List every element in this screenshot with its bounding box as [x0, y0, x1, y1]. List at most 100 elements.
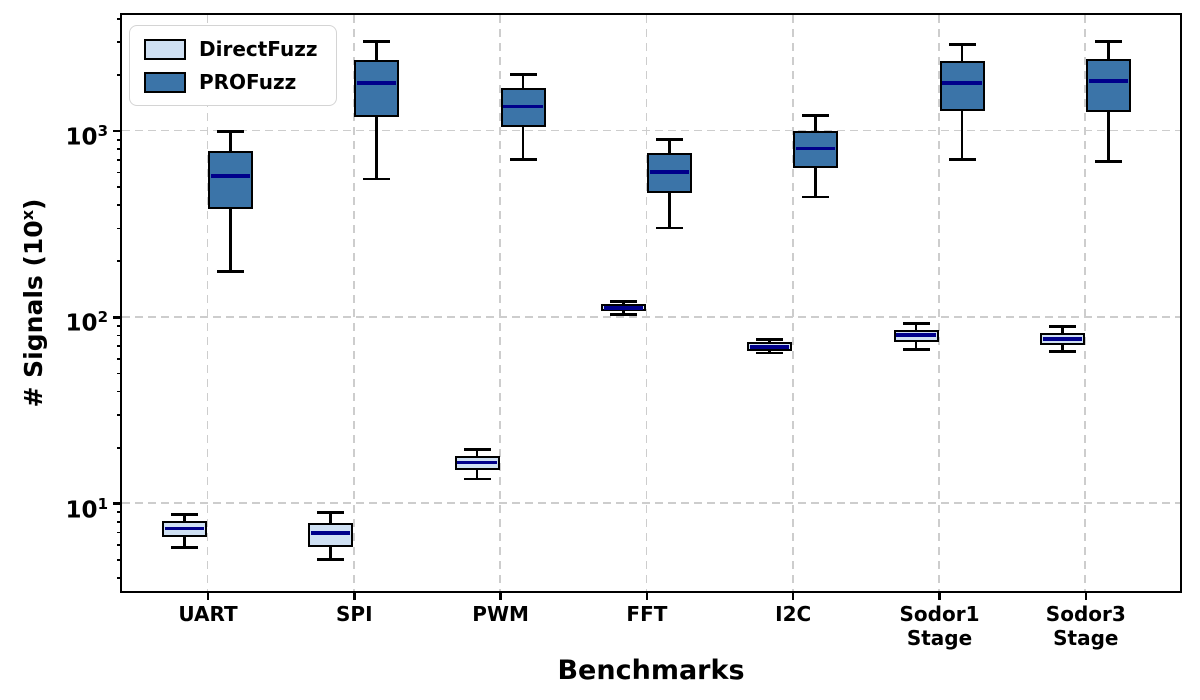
- whisker-lower-directfuzz-sodor3-stage: [1060, 344, 1064, 352]
- whisker-upper-profuzz-uart: [229, 131, 232, 151]
- whisker-cap-lower-profuzz-i2c: [802, 195, 830, 199]
- whisker-lower-directfuzz-spi: [329, 547, 333, 560]
- median-line-profuzz-i2c: [796, 146, 836, 151]
- y-axis-label-suffix: ): [19, 198, 49, 210]
- y-minor-tick: [116, 446, 122, 449]
- x-tick-label-line: Sodor1: [899, 602, 980, 626]
- whisker-lower-profuzz-sodor1-stage: [960, 111, 964, 160]
- whisker-cap-lower-directfuzz-sodor1-stage: [902, 347, 930, 351]
- whisker-cap-lower-profuzz-pwm: [509, 158, 537, 161]
- median-line-profuzz-sodor1-stage: [942, 81, 982, 85]
- y-minor-tick: [116, 260, 122, 263]
- y-minor-tick: [116, 576, 122, 579]
- whisker-lower-directfuzz-fft: [622, 311, 625, 315]
- x-gridline: [499, 14, 501, 591]
- y-tick-exponent: 1: [97, 494, 108, 513]
- whisker-lower-directfuzz-pwm: [475, 470, 479, 479]
- y-minor-tick: [116, 74, 122, 76]
- x-tick: [499, 593, 502, 600]
- x-tick-label-line: Sodor3: [1045, 602, 1126, 626]
- x-axis-label: Benchmarks: [557, 655, 745, 686]
- whisker-lower-directfuzz-sodor1-stage: [914, 342, 918, 350]
- median-line-profuzz-fft: [649, 170, 690, 174]
- y-minor-tick: [116, 227, 122, 230]
- y-tick-base: 10: [65, 497, 98, 524]
- whisker-upper-directfuzz-pwm: [475, 449, 479, 456]
- whisker-cap-upper-directfuzz-spi: [317, 511, 345, 515]
- median-line-directfuzz-uart: [164, 526, 205, 531]
- whisker-cap-lower-directfuzz-sodor3-stage: [1048, 350, 1076, 354]
- x-tick-label-line: SPI: [336, 602, 373, 626]
- legend: DirectFuzz PROFuzz: [129, 25, 337, 106]
- legend-swatch-profuzz: [144, 71, 186, 93]
- whisker-lower-profuzz-spi: [375, 117, 379, 179]
- whisker-cap-lower-directfuzz-fft: [609, 313, 637, 316]
- y-minor-tick: [116, 148, 122, 151]
- x-tick-label-pwm: PWM: [426, 602, 576, 626]
- y-tick-exponent: 3: [97, 122, 108, 141]
- whisker-cap-lower-directfuzz-spi: [317, 557, 345, 561]
- x-tick-label-i2c: I2C: [718, 602, 868, 626]
- y-minor-tick: [116, 345, 122, 348]
- median-line-directfuzz-pwm: [457, 460, 497, 465]
- whisker-upper-profuzz-spi: [375, 41, 379, 61]
- legend-label-profuzz: PROFuzz: [199, 70, 297, 94]
- whisker-lower-directfuzz-uart: [183, 536, 186, 548]
- box-profuzz-sodor3-stage: [1085, 59, 1131, 112]
- whisker-upper-directfuzz-spi: [329, 512, 333, 524]
- whisker-cap-upper-profuzz-sodor3-stage: [1094, 40, 1122, 44]
- whisker-cap-upper-profuzz-i2c: [802, 114, 830, 118]
- y-minor-tick: [116, 413, 122, 416]
- whisker-lower-profuzz-sodor3-stage: [1106, 111, 1110, 162]
- x-tick-label-fft: FFT: [572, 602, 722, 626]
- y-minor-tick: [116, 138, 122, 141]
- median-line-directfuzz-spi: [311, 531, 351, 536]
- y-minor-tick: [116, 171, 122, 174]
- whisker-cap-lower-directfuzz-i2c: [756, 351, 784, 355]
- y-major-tick: [113, 502, 122, 505]
- y-minor-tick: [116, 334, 122, 337]
- box-profuzz-uart: [208, 150, 253, 209]
- y-tick-label: 101: [8, 489, 108, 526]
- whisker-cap-upper-directfuzz-sodor1-stage: [902, 322, 930, 326]
- whisker-cap-lower-profuzz-sodor3-stage: [1094, 160, 1122, 164]
- x-gridline: [1084, 14, 1087, 591]
- x-gridline: [206, 14, 209, 591]
- y-tick-base: 10: [65, 311, 98, 338]
- whisker-cap-upper-profuzz-fft: [655, 137, 683, 141]
- legend-label-directfuzz: DirectFuzz: [199, 37, 318, 61]
- x-tick: [645, 593, 649, 600]
- y-minor-tick: [116, 558, 122, 561]
- whisker-upper-profuzz-sodor3-stage: [1106, 41, 1110, 60]
- whisker-cap-upper-directfuzz-uart: [171, 513, 198, 516]
- whisker-cap-lower-directfuzz-pwm: [463, 477, 491, 481]
- x-tick-label-line: FFT: [626, 602, 668, 626]
- median-line-profuzz-spi: [357, 81, 397, 85]
- x-tick-label-sodor1-stage: Sodor1 Stage: [865, 602, 1015, 650]
- x-gridline: [645, 14, 648, 591]
- y-minor-tick: [116, 18, 122, 20]
- y-tick-label: 102: [8, 302, 108, 339]
- whisker-upper-profuzz-sodor1-stage: [960, 44, 964, 61]
- x-tick-label-spi: SPI: [279, 602, 429, 626]
- y-minor-tick: [116, 544, 122, 546]
- whisker-cap-upper-profuzz-spi: [363, 40, 391, 44]
- median-line-directfuzz-sodor1-stage: [896, 333, 936, 337]
- legend-item-directfuzz: DirectFuzz: [144, 37, 318, 61]
- x-gridline: [938, 14, 940, 591]
- whisker-cap-upper-directfuzz-i2c: [756, 337, 784, 341]
- y-gridline: [121, 502, 1180, 505]
- y-minor-tick: [116, 186, 122, 189]
- y-minor-tick: [116, 41, 122, 44]
- x-tick: [353, 593, 356, 600]
- median-line-profuzz-sodor3-stage: [1088, 79, 1128, 83]
- y-minor-tick: [116, 372, 122, 375]
- whisker-cap-lower-profuzz-fft: [655, 226, 683, 230]
- x-tick: [1084, 593, 1088, 600]
- x-tick: [791, 593, 795, 600]
- y-major-tick: [113, 316, 122, 319]
- whisker-cap-lower-profuzz-spi: [363, 177, 391, 181]
- y-minor-tick: [116, 325, 122, 327]
- whisker-cap-upper-profuzz-pwm: [509, 73, 537, 76]
